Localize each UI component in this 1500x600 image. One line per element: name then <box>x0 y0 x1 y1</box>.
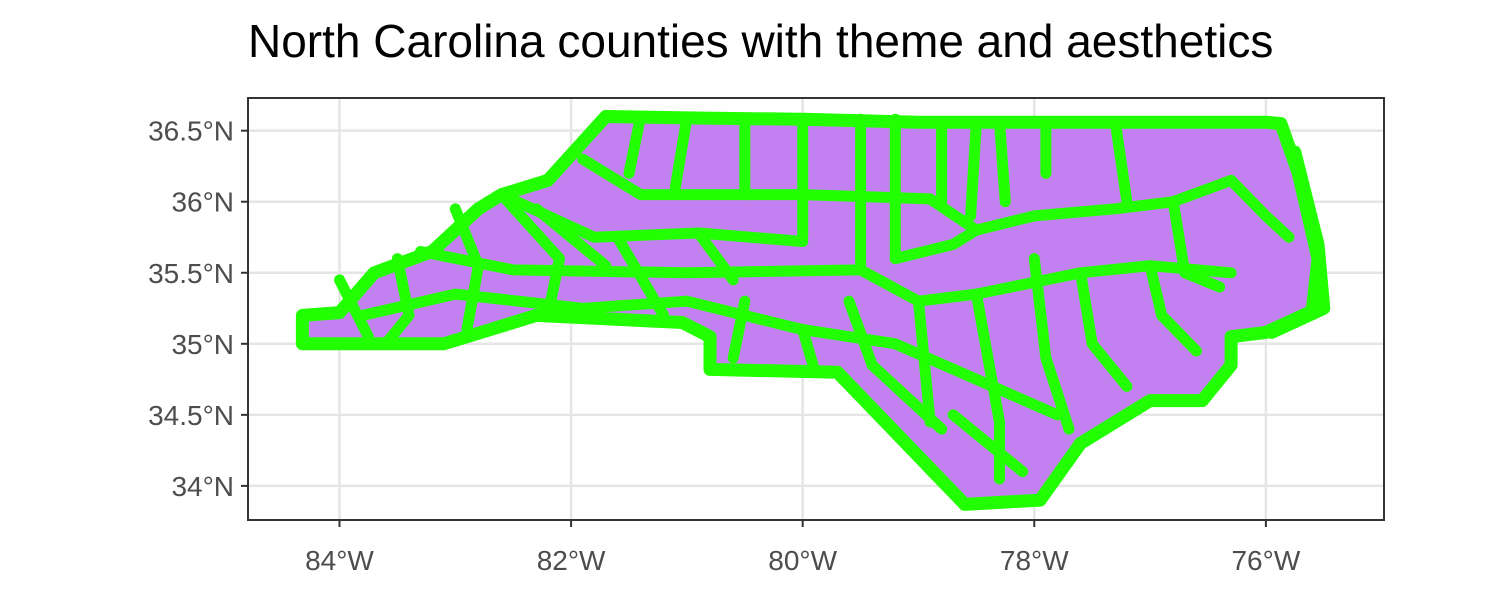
county-border <box>797 324 820 375</box>
county-border <box>1075 267 1133 392</box>
outer-banks <box>1265 145 1331 339</box>
county-border <box>611 231 670 321</box>
county-border <box>855 260 1237 307</box>
county-border <box>577 153 936 205</box>
county-border <box>669 112 693 193</box>
county-border <box>924 174 1237 236</box>
county-border <box>1028 253 1075 435</box>
county-border <box>1225 174 1295 243</box>
x-tick-label: 78°W <box>1000 545 1069 576</box>
y-tick-label: 34.5°N <box>148 400 234 431</box>
x-tick-label: 84°W <box>305 545 374 576</box>
y-tick-label: 34°N <box>171 471 234 502</box>
county-border <box>889 224 982 265</box>
x-tick-label: 76°W <box>1231 545 1300 576</box>
county-border <box>970 288 1005 485</box>
county-border <box>681 295 1063 421</box>
county-border <box>380 253 415 350</box>
panel-border <box>247 97 1385 521</box>
county-border <box>843 295 878 371</box>
county-border <box>965 116 982 222</box>
county-border <box>334 274 374 343</box>
x-tick-label: 82°W <box>537 545 606 576</box>
county-border <box>623 111 647 179</box>
y-tick-label: 35.5°N <box>148 258 234 289</box>
x-tick-label: 80°W <box>768 545 837 576</box>
y-tick-label: 35°N <box>171 329 234 360</box>
county-border <box>693 227 739 286</box>
y-tick-label: 36°N <box>171 187 234 218</box>
county-border <box>947 409 1029 478</box>
county-border <box>866 359 948 435</box>
county-map <box>295 110 1331 511</box>
chart-title: North Carolina counties with theme and a… <box>248 15 1274 67</box>
county-border <box>415 246 867 279</box>
county-border <box>496 189 565 321</box>
county-border <box>913 295 936 428</box>
county-border <box>1167 196 1226 293</box>
axes: 84°W 82°W 80°W 78°W 76°W 34°N 34.5°N 35°N 35.5°N… <box>148 116 1301 576</box>
panel-frame <box>247 97 1385 521</box>
county-border <box>1109 116 1133 208</box>
county-border <box>727 295 751 364</box>
y-tick-label: 36.5°N <box>148 116 234 147</box>
county-border <box>1144 260 1202 357</box>
county-border <box>994 116 1011 208</box>
county-border <box>530 203 612 272</box>
